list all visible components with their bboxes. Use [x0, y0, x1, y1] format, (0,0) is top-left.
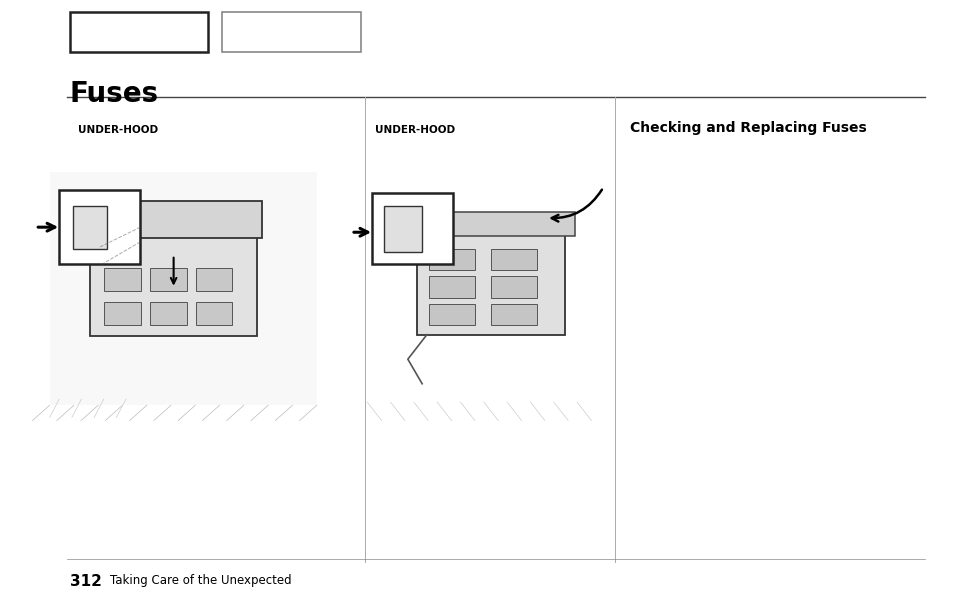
Bar	[429, 249, 475, 270]
Bar	[490, 276, 536, 298]
Bar	[105, 268, 141, 291]
Text: Checking and Replacing Fuses: Checking and Replacing Fuses	[629, 121, 865, 135]
Bar	[59, 190, 140, 264]
Bar	[416, 230, 564, 335]
Bar	[196, 268, 233, 291]
Text: UNDER-HOOD: UNDER-HOOD	[78, 125, 158, 135]
Bar	[490, 304, 536, 325]
Bar	[151, 268, 187, 291]
Bar	[151, 301, 187, 325]
Bar	[196, 301, 233, 325]
Text: UNDER-HOOD: UNDER-HOOD	[375, 125, 455, 135]
Text: Fuses: Fuses	[70, 80, 158, 108]
Bar	[90, 229, 256, 336]
Bar	[70, 12, 208, 52]
Text: 312: 312	[70, 574, 101, 589]
Bar	[85, 201, 261, 238]
Bar	[490, 249, 536, 270]
Bar	[407, 212, 574, 236]
Bar	[429, 276, 475, 298]
Bar	[383, 206, 421, 252]
Bar	[222, 12, 360, 52]
Bar	[50, 172, 316, 405]
Bar	[105, 301, 141, 325]
Text: Taking Care of the Unexpected: Taking Care of the Unexpected	[110, 574, 291, 587]
Bar	[73, 206, 107, 249]
Bar	[372, 193, 453, 264]
Bar	[429, 304, 475, 325]
